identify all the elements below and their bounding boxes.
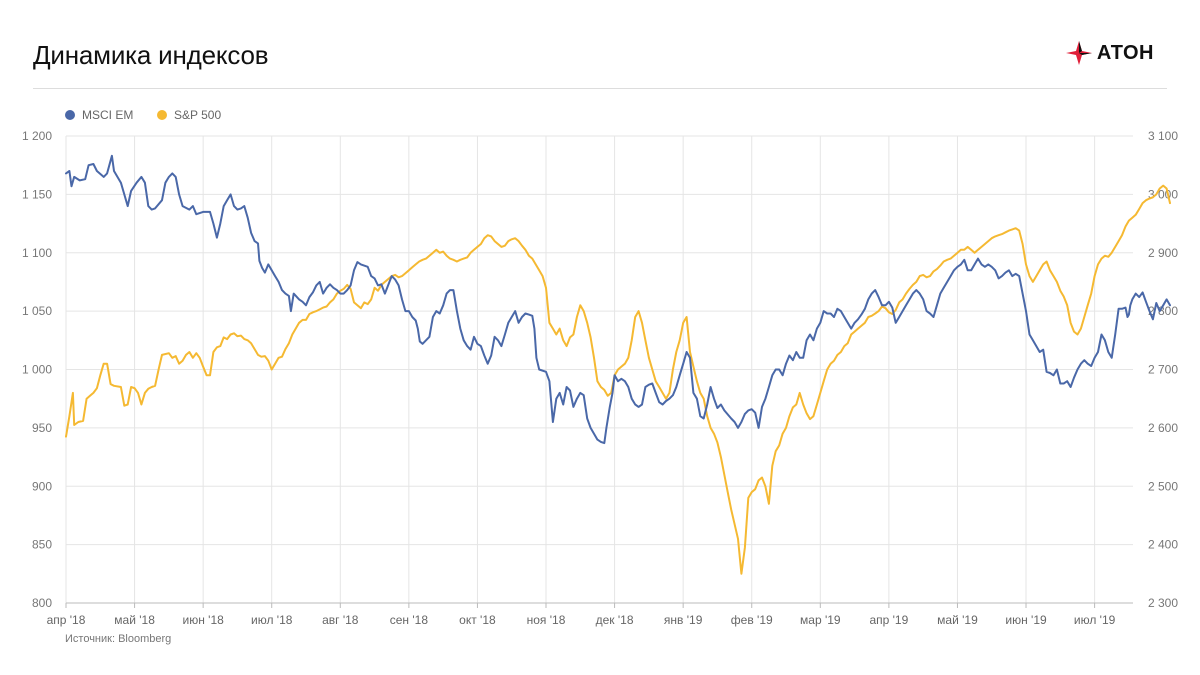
x-tick-label: ноя '18 bbox=[527, 613, 566, 627]
x-tick-label: май '19 bbox=[937, 613, 978, 627]
header-divider bbox=[33, 88, 1167, 89]
y-right-tick-label: 3 100 bbox=[1148, 129, 1178, 143]
y-left-tick-label: 850 bbox=[32, 538, 52, 552]
y-left-tick-label: 950 bbox=[32, 421, 52, 435]
y-left-tick-label: 1 150 bbox=[22, 187, 52, 201]
legend-marker bbox=[157, 110, 167, 120]
x-tick-label: сен '18 bbox=[390, 613, 429, 627]
y-right-tick-label: 2 700 bbox=[1148, 363, 1178, 377]
chart-title: Динамика индексов bbox=[33, 40, 269, 70]
y-left-tick-label: 800 bbox=[32, 596, 52, 610]
legend-marker bbox=[65, 110, 75, 120]
x-tick-label: авг '18 bbox=[322, 613, 359, 627]
y-right-tick-label: 2 600 bbox=[1148, 421, 1178, 435]
brand-logo: АТОН bbox=[1065, 40, 1154, 66]
x-tick-label: июн '18 bbox=[182, 613, 224, 627]
x-tick-label: апр '18 bbox=[47, 613, 86, 627]
x-tick-label: окт '18 bbox=[459, 613, 496, 627]
x-tick-label: дек '18 bbox=[596, 613, 634, 627]
x-tick-label: май '18 bbox=[114, 613, 155, 627]
legend-label: MSCI EM bbox=[82, 108, 133, 122]
legend-label: S&P 500 bbox=[174, 108, 221, 122]
x-tick-label: фев '19 bbox=[731, 613, 773, 627]
y-left-tick-label: 1 100 bbox=[22, 246, 52, 260]
y-right-tick-label: 2 300 bbox=[1148, 596, 1178, 610]
source-note: Источник: Bloomberg bbox=[65, 633, 172, 645]
aton-star-icon bbox=[1065, 41, 1092, 65]
y-left-tick-label: 1 050 bbox=[22, 304, 52, 318]
x-tick-label: апр '19 bbox=[869, 613, 908, 627]
x-tick-label: июл '18 bbox=[251, 613, 293, 627]
series-line-msci-em bbox=[65, 154, 1171, 445]
brand-name: АТОН bbox=[1096, 41, 1154, 64]
y-right-tick-label: 2 500 bbox=[1148, 479, 1178, 493]
x-tick-label: июн '19 bbox=[1005, 613, 1047, 627]
x-tick-label: янв '19 bbox=[664, 613, 703, 627]
y-left-tick-label: 1 200 bbox=[22, 129, 52, 143]
y-right-tick-label: 2 900 bbox=[1148, 246, 1178, 260]
y-right-tick-label: 3 000 bbox=[1148, 187, 1178, 201]
y-right-tick-label: 2 400 bbox=[1148, 538, 1178, 552]
x-tick-label: июл '19 bbox=[1074, 613, 1116, 627]
x-tick-label: мар '19 bbox=[800, 613, 841, 627]
y-left-tick-label: 900 bbox=[32, 479, 52, 493]
y-left-tick-label: 1 000 bbox=[22, 363, 52, 377]
series-line-s-p-500 bbox=[65, 184, 1171, 575]
